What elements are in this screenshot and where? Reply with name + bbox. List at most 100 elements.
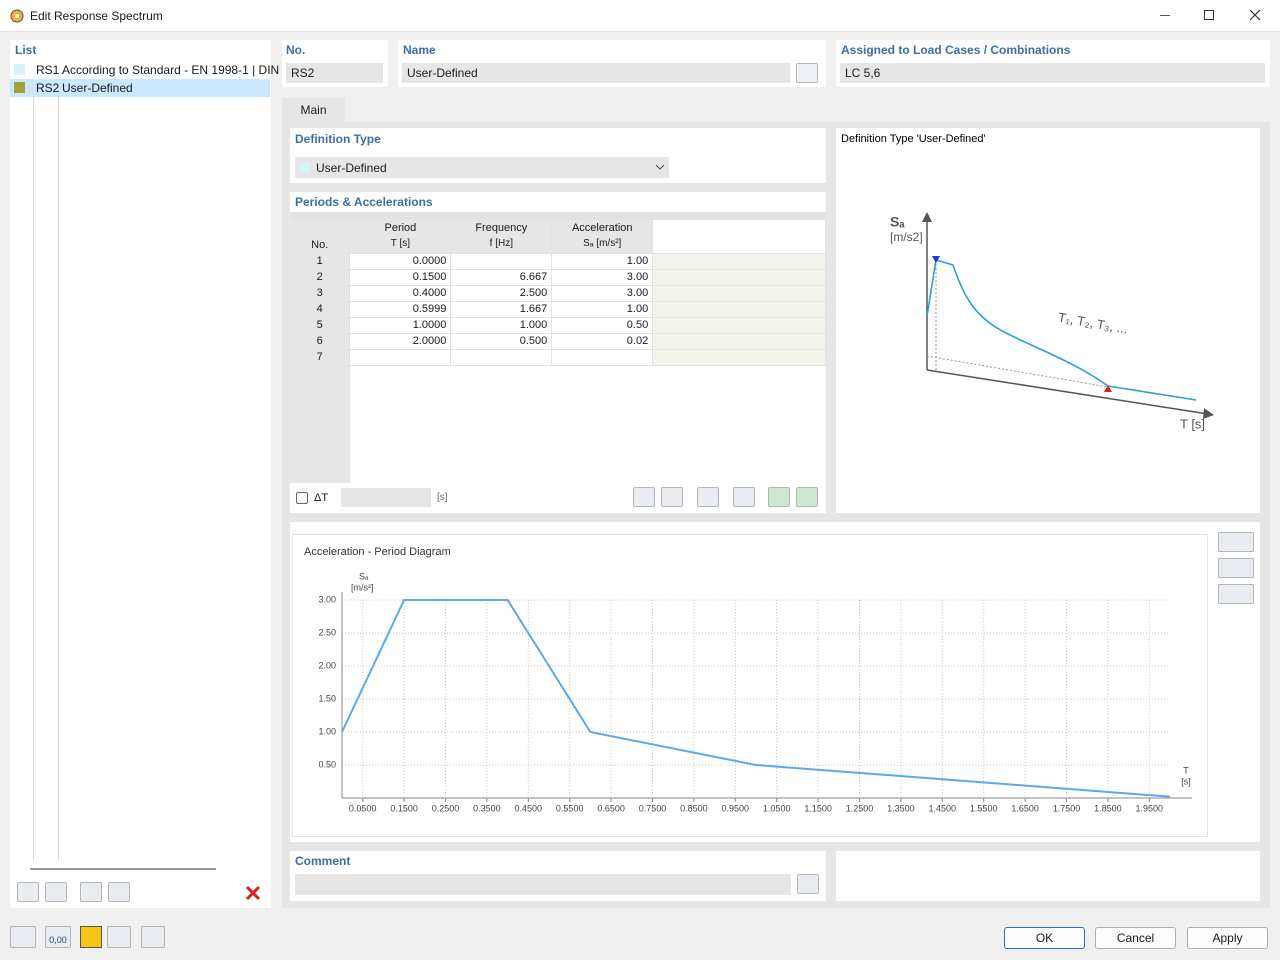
table-cell[interactable]	[551, 349, 654, 366]
column-unit: Sₐ [m/s²]	[583, 238, 622, 250]
column-title: No.	[311, 238, 329, 251]
table-cell[interactable]	[450, 349, 553, 366]
table-cell[interactable]: 3.00	[551, 269, 654, 286]
comment-button[interactable]	[797, 874, 819, 894]
table-cell[interactable]: 2.0000	[349, 333, 452, 350]
table-cell[interactable]: 2.500	[450, 285, 553, 302]
table-cell[interactable]: 1.0000	[349, 317, 452, 334]
list-item[interactable]: RS2 User-Defined	[10, 79, 270, 97]
definition-type-panel: Definition Type User-Defined	[290, 128, 826, 183]
table-cell[interactable]: 0.4000	[349, 285, 452, 302]
comment-field[interactable]	[295, 874, 791, 895]
list-item[interactable]: RS1 According to Standard - EN 1998-1 | D…	[10, 61, 279, 79]
table-cell[interactable]: 0.1500	[349, 269, 452, 286]
edit-name-button[interactable]	[796, 63, 818, 83]
export-button[interactable]	[796, 487, 818, 507]
assigned-field[interactable]: LC 5,6	[840, 63, 1265, 83]
sort-button[interactable]	[697, 487, 719, 507]
table-cell[interactable]	[349, 349, 452, 366]
arrow	[922, 212, 932, 222]
definition-type-dropdown[interactable]: User-Defined	[295, 157, 669, 178]
ok-button[interactable]: OK	[1004, 927, 1085, 949]
maximize[interactable]	[1204, 10, 1214, 20]
x-tick-label: 0.5500	[556, 803, 584, 813]
table-cell[interactable]: 6.667	[450, 269, 553, 286]
column-title: Acceleration	[571, 222, 633, 235]
uncheck-button[interactable]	[108, 882, 130, 902]
table-cell[interactable]: 0.5999	[349, 301, 452, 318]
column-header	[652, 220, 826, 254]
series-line	[341, 599, 1171, 798]
delete-row-button[interactable]	[733, 487, 755, 507]
x-tick-label: 1.3500	[887, 803, 915, 813]
illustration-x-label: T [s]	[1180, 416, 1205, 431]
check-all-button[interactable]	[80, 882, 102, 902]
table-row: 1 0.0000 1.00	[290, 253, 826, 270]
illustration-annotation: T₁, T₂, T₃, ...	[1057, 310, 1129, 337]
delta-t-checkbox[interactable]	[296, 492, 308, 504]
x-axis-label: T	[1183, 765, 1189, 775]
column-header: Period T [s]	[349, 220, 452, 254]
axis-menu[interactable]	[1218, 558, 1254, 578]
table-cell[interactable]: 0.0000	[349, 253, 452, 270]
print-menu[interactable]	[1218, 584, 1254, 604]
comment-label: Comment	[295, 854, 351, 868]
cancel-button[interactable]: Cancel	[1095, 927, 1176, 949]
minimize[interactable]	[1160, 15, 1170, 16]
settings-button[interactable]	[107, 926, 131, 948]
apply-button[interactable]: Apply	[1187, 927, 1268, 949]
table-cell: 3	[290, 285, 351, 302]
scrollbar[interactable]	[30, 868, 216, 870]
guide-lines	[926, 260, 1109, 388]
y-tick-label: 3.00	[318, 594, 336, 604]
y-tick-label: 2.50	[318, 627, 336, 637]
insert-row-button[interactable]	[633, 487, 655, 507]
color-swatch	[14, 82, 25, 93]
x-tick-label: 0.1500	[390, 803, 418, 813]
item-id: RS2	[36, 81, 60, 95]
table-cell[interactable]: 1.667	[450, 301, 553, 318]
table: No. Period T [s] Frequency f [Hz] Acceleratio…	[290, 220, 826, 366]
table-cell[interactable]: 0.50	[551, 317, 654, 334]
x-tick-label: 1.6500	[1011, 803, 1039, 813]
color-button[interactable]	[80, 926, 102, 948]
formula-button[interactable]	[141, 926, 165, 948]
main-tab[interactable]: Main	[282, 98, 345, 123]
table-cell[interactable]: 1.00	[551, 301, 654, 318]
copy-button[interactable]	[45, 882, 67, 902]
x-tick-label: 0.7500	[639, 803, 667, 813]
x-tick-label: 0.3500	[473, 803, 501, 813]
table-cell	[652, 269, 826, 286]
delete-button[interactable]	[245, 885, 261, 901]
x-tick-label: 0.8500	[680, 803, 708, 813]
y-axis-label: Sₐ	[359, 571, 369, 581]
list-items: RS1 According to Standard - EN 1998-1 | D…	[10, 61, 279, 97]
column-header: No.	[290, 220, 351, 254]
table-cell: 5	[290, 317, 351, 334]
new-button[interactable]	[17, 882, 39, 902]
save-button[interactable]	[661, 487, 683, 507]
no-label: No.	[286, 43, 306, 57]
table-cell[interactable]: 1.00	[551, 253, 654, 270]
table-cell[interactable]: 3.00	[551, 285, 654, 302]
table-cell[interactable]	[450, 253, 553, 270]
table-cell	[652, 317, 826, 334]
marker	[932, 256, 940, 263]
y-tick-label: 0.50	[318, 759, 336, 769]
table-cell	[652, 349, 826, 366]
illustration-y-unit: [m/s2]	[890, 230, 923, 244]
table-cell[interactable]: 0.02	[551, 333, 654, 350]
name-label: Name	[403, 43, 436, 57]
units-button[interactable]: 0,00	[45, 926, 71, 948]
table-cell[interactable]: 0.500	[450, 333, 553, 350]
table-row: 5 1.0000 1.000 0.50	[290, 317, 826, 334]
close[interactable]	[1249, 9, 1261, 21]
dropdown-arrow	[655, 164, 665, 170]
no-field[interactable]: RS2	[286, 63, 383, 83]
view-menu[interactable]	[1218, 532, 1254, 552]
table-cell[interactable]: 1.000	[450, 317, 553, 334]
import-button[interactable]	[768, 487, 790, 507]
help-button[interactable]	[10, 926, 36, 948]
name-field[interactable]: User-Defined	[402, 63, 790, 83]
delta-t-field[interactable]	[341, 488, 431, 507]
